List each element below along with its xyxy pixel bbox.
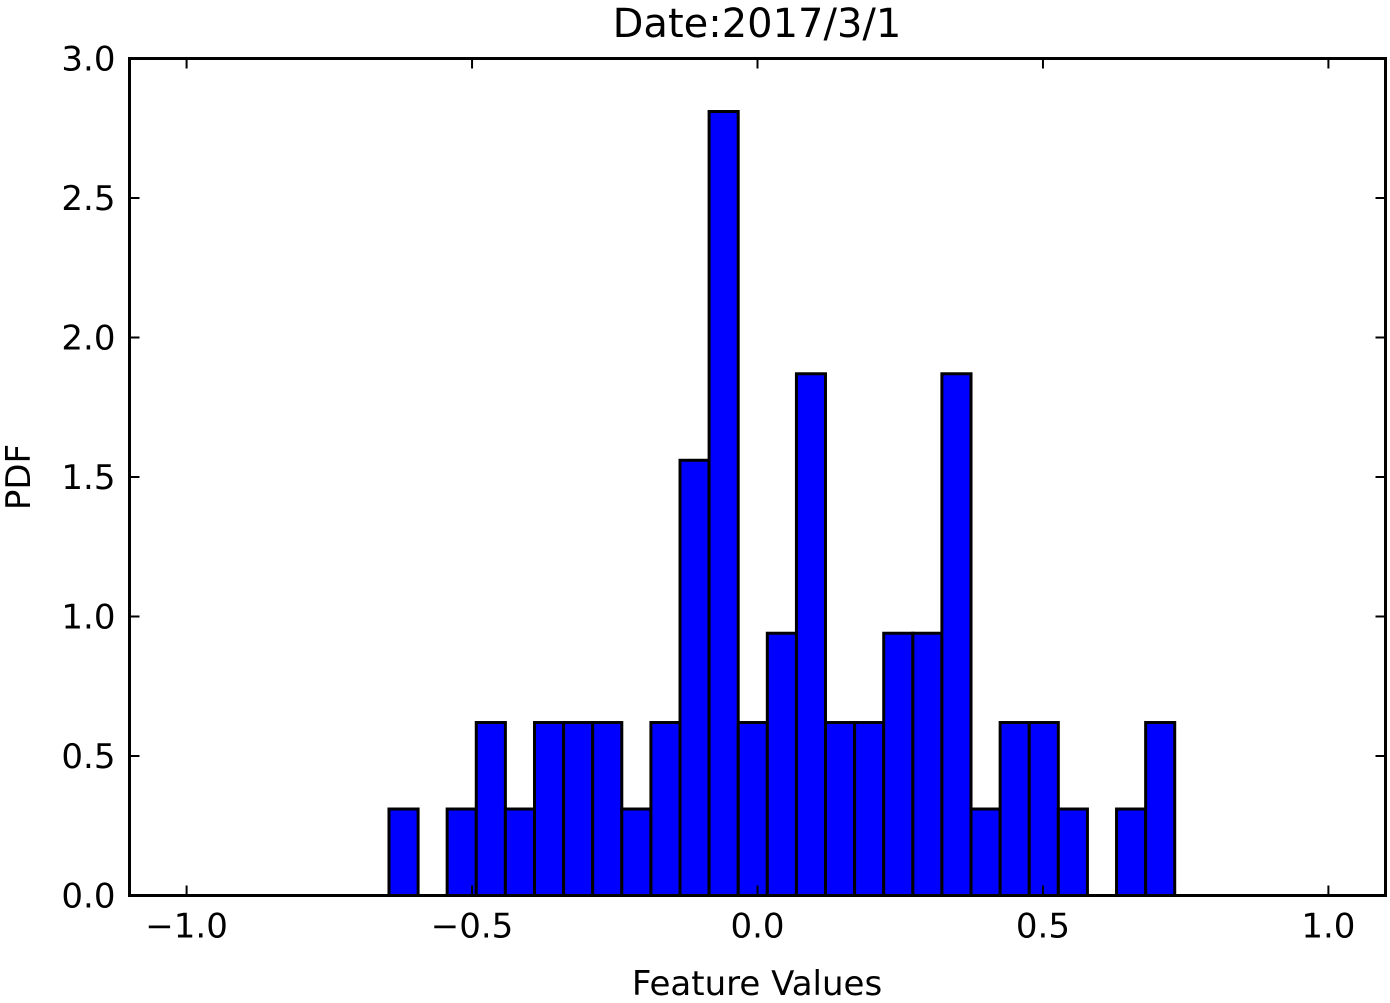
histogram-bar-9: [678, 458, 711, 897]
x-tick-label-4: 1.0: [1301, 907, 1355, 947]
histogram-bar-0: [387, 807, 420, 898]
y-tick-label-2: 1.0: [61, 598, 115, 638]
histogram-bar-18: [940, 372, 973, 897]
histogram-bar-20: [998, 721, 1031, 898]
y-tick-label-6: 3.0: [61, 40, 115, 80]
y-tick-label-3: 1.5: [61, 458, 115, 498]
histogram-bar-6: [591, 721, 624, 898]
histogram-bar-4: [533, 721, 566, 898]
y-tick-label-0: 0.0: [61, 877, 115, 917]
histogram-bar-15: [853, 721, 886, 898]
histogram-bar-16: [882, 631, 915, 897]
y-tick-label-4: 2.0: [61, 319, 115, 359]
bars-group: [387, 110, 1177, 898]
plot-frame: [128, 57, 1387, 897]
histogram-bar-19: [969, 807, 1002, 898]
histogram-bar-23: [1115, 807, 1148, 898]
x-axis-label: Feature Values: [632, 964, 882, 1003]
x-tick-label-0: −1.0: [145, 907, 228, 947]
x-tick-label-1: −0.5: [431, 907, 514, 947]
histogram-bar-24: [1144, 721, 1177, 898]
histogram-bar-17: [911, 631, 944, 897]
histogram-bar-7: [620, 807, 653, 898]
histogram-bar-1: [445, 807, 478, 898]
histogram-bar-12: [765, 631, 798, 897]
histogram-bar-11: [736, 721, 769, 898]
y-tick-label-1: 0.5: [61, 737, 115, 777]
histogram-bar-22: [1056, 807, 1089, 898]
x-tick-label-2: 0.0: [730, 907, 784, 947]
histogram-bar-8: [649, 721, 682, 898]
x-tick-label-3: 0.5: [1016, 907, 1070, 947]
histogram-bar-10: [707, 110, 740, 897]
histogram-bar-2: [474, 721, 507, 898]
y-axis-label: PDF: [0, 444, 39, 510]
histogram-bar-5: [562, 721, 595, 898]
histogram-bar-13: [794, 372, 827, 897]
chart-title: Date:2017/3/1: [613, 1, 902, 47]
y-tick-label-5: 2.5: [61, 179, 115, 219]
histogram-bar-21: [1027, 721, 1060, 898]
histogram-bar-14: [823, 721, 857, 898]
histogram-bar-3: [503, 807, 537, 898]
